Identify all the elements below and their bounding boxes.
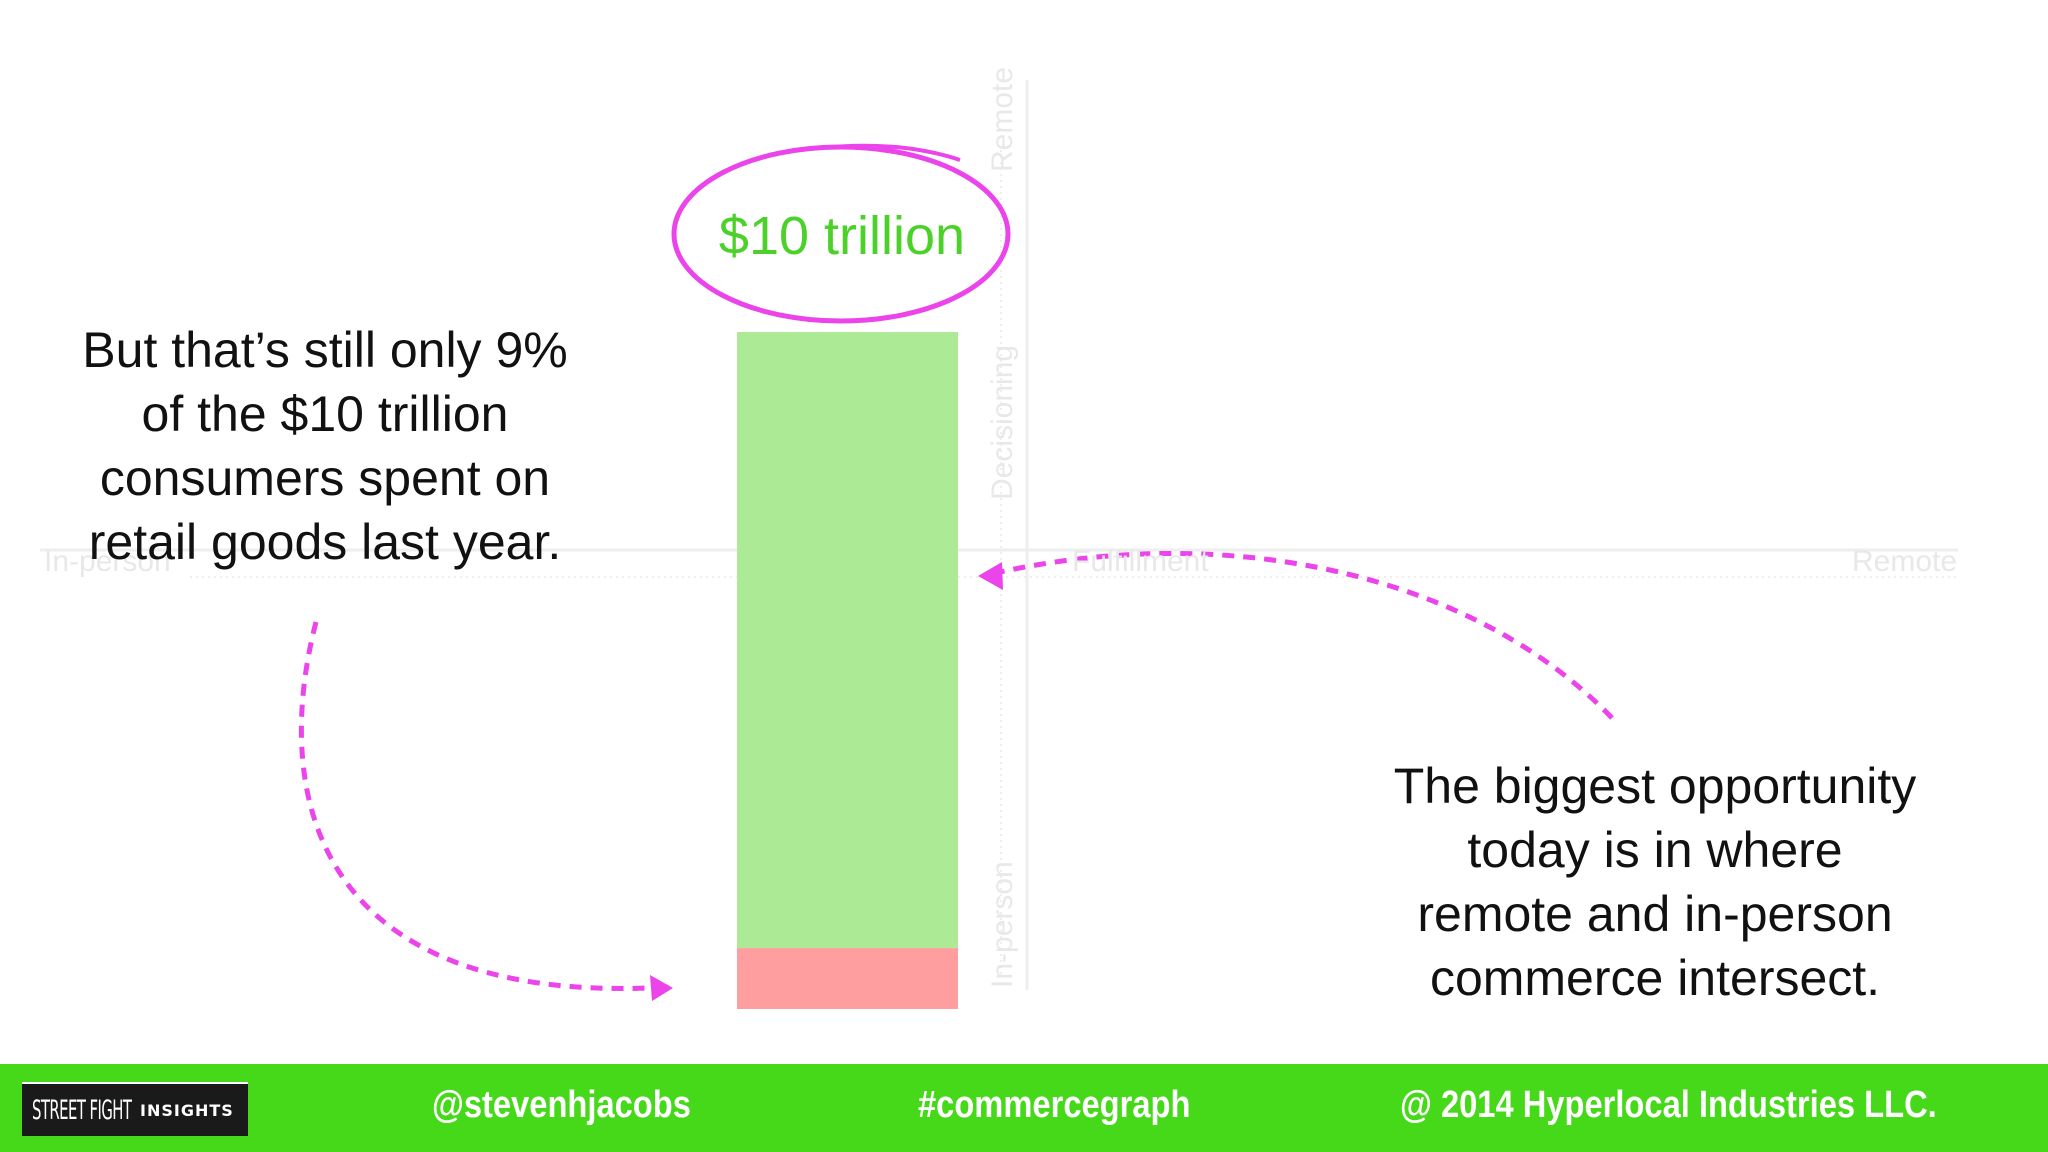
vertical-axis-top-label: Remote <box>986 66 1019 172</box>
horizontal-axis-right-label: Remote <box>1852 545 1958 578</box>
left-arrow-head <box>650 975 673 1001</box>
logo-text-insights: INSIGHTS <box>140 1100 234 1120</box>
bar-segment-91-percent <box>737 332 958 949</box>
footer-bar: STREET FIGHT INSIGHTS @stevenhjacobs #co… <box>0 1064 2048 1152</box>
right-dashed-arrow <box>999 551 1614 720</box>
horizontal-axis-middle-label: Fulfillment <box>1072 545 1209 578</box>
left-callout-line: of the $10 trillion <box>141 386 509 442</box>
left-callout-line: consumers spent on <box>99 450 551 506</box>
left-callout-line: retail goods last year. <box>88 514 562 570</box>
twitter-handle: @stevenhjacobs <box>432 1084 691 1126</box>
hashtag: #commercegraph <box>918 1084 1191 1126</box>
right-arrow-head <box>978 562 1003 590</box>
left-dashed-arrow <box>298 621 651 991</box>
total-value-label: $10 trillion <box>718 206 966 266</box>
logo-text-street-fight: STREET FIGHT <box>32 1094 132 1126</box>
horizontal-axis-left-label: In-person <box>44 545 171 578</box>
left-callout-line: But that’s still only 9% <box>82 322 568 378</box>
vertical-axis-bottom-label: In-person <box>986 861 1019 988</box>
right-callout-line: commerce intersect. <box>1429 950 1881 1006</box>
street-fight-insights-logo: STREET FIGHT INSIGHTS <box>22 1082 248 1136</box>
right-callout-line: today is in where <box>1467 822 1843 878</box>
total-highlight-ellipse-overlap <box>819 143 961 162</box>
vertical-axis-middle-label: Decisioning <box>986 344 1019 500</box>
right-callout-line: The biggest opportunity <box>1393 758 1917 814</box>
right-callout-line: remote and in-person <box>1417 886 1893 942</box>
bar-segment-9-percent <box>737 948 958 1009</box>
copyright-notice: @ 2014 Hyperlocal Industries LLC. <box>1400 1084 1937 1126</box>
right-callout: The biggest opportunity today is in wher… <box>1340 754 1970 1010</box>
left-callout: But that’s still only 9% of the $10 tril… <box>40 318 610 574</box>
